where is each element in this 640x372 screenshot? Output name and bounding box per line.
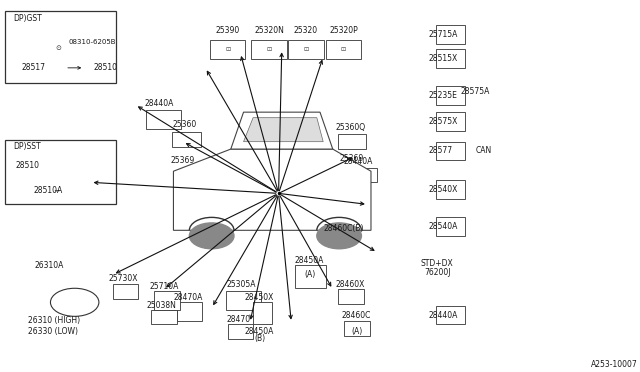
Text: 28460C(B): 28460C(B)	[323, 224, 364, 233]
Text: 08310-6205B: 08310-6205B	[69, 39, 116, 45]
Text: 25369: 25369	[339, 154, 364, 163]
Text: CAN: CAN	[476, 147, 492, 155]
Text: (A): (A)	[304, 270, 316, 279]
FancyBboxPatch shape	[436, 142, 465, 160]
Text: 28440A: 28440A	[144, 99, 173, 109]
FancyBboxPatch shape	[337, 134, 366, 149]
Text: 28440A: 28440A	[428, 311, 458, 320]
FancyBboxPatch shape	[172, 132, 200, 147]
FancyBboxPatch shape	[228, 324, 253, 339]
Text: 28440A: 28440A	[344, 157, 373, 166]
Text: ⊡: ⊡	[225, 47, 230, 52]
Text: 28575A: 28575A	[460, 87, 490, 96]
FancyBboxPatch shape	[339, 289, 364, 304]
Text: 25369: 25369	[170, 155, 195, 165]
Text: ⊡: ⊡	[303, 47, 308, 52]
FancyBboxPatch shape	[436, 25, 465, 44]
FancyBboxPatch shape	[210, 40, 245, 59]
FancyBboxPatch shape	[326, 40, 361, 59]
Circle shape	[189, 223, 234, 249]
FancyBboxPatch shape	[252, 40, 287, 59]
Text: 28577: 28577	[428, 147, 452, 155]
Text: 28470: 28470	[227, 315, 250, 324]
Text: 25320N: 25320N	[254, 26, 284, 35]
FancyBboxPatch shape	[113, 284, 138, 299]
Text: STD+DX: STD+DX	[420, 259, 452, 268]
Text: 25715A: 25715A	[428, 30, 458, 39]
Text: 28460X: 28460X	[335, 280, 365, 289]
FancyBboxPatch shape	[33, 57, 72, 79]
Text: 25235E: 25235E	[428, 91, 457, 100]
FancyBboxPatch shape	[4, 140, 116, 205]
Text: 25320P: 25320P	[329, 26, 358, 35]
Circle shape	[317, 223, 362, 249]
Polygon shape	[244, 118, 323, 142]
FancyBboxPatch shape	[436, 112, 465, 131]
Text: 25730X: 25730X	[108, 274, 138, 283]
Text: 28510A: 28510A	[33, 186, 63, 195]
FancyBboxPatch shape	[154, 291, 180, 310]
Text: 25710A: 25710A	[150, 282, 179, 291]
Text: 28515X: 28515X	[428, 54, 458, 63]
Text: 28540X: 28540X	[428, 185, 458, 194]
FancyBboxPatch shape	[4, 11, 116, 83]
FancyBboxPatch shape	[289, 40, 323, 59]
Text: 76200J: 76200J	[424, 268, 451, 277]
FancyBboxPatch shape	[27, 38, 59, 57]
FancyBboxPatch shape	[436, 49, 465, 68]
Text: 28450X: 28450X	[244, 293, 274, 302]
FancyBboxPatch shape	[294, 265, 326, 288]
Text: ⊙: ⊙	[56, 45, 61, 51]
Text: A253-10007: A253-10007	[591, 360, 637, 369]
Text: 25360Q: 25360Q	[335, 124, 365, 132]
FancyBboxPatch shape	[147, 110, 181, 129]
Text: 28510: 28510	[94, 63, 118, 72]
FancyBboxPatch shape	[436, 180, 465, 199]
Text: 28450A: 28450A	[294, 256, 324, 265]
Text: 26310 (HIGH): 26310 (HIGH)	[28, 316, 80, 325]
FancyBboxPatch shape	[253, 302, 272, 324]
Text: DP)SST: DP)SST	[13, 142, 40, 151]
FancyBboxPatch shape	[436, 217, 465, 236]
Text: 28517: 28517	[22, 63, 46, 72]
Text: 28460C: 28460C	[342, 311, 371, 320]
Text: 25320: 25320	[294, 26, 318, 35]
FancyBboxPatch shape	[436, 86, 465, 105]
Polygon shape	[231, 112, 333, 149]
Text: 25038N: 25038N	[147, 301, 176, 310]
Polygon shape	[173, 149, 371, 230]
Text: 25390: 25390	[216, 26, 240, 35]
FancyBboxPatch shape	[226, 291, 261, 310]
Text: (B): (B)	[254, 334, 265, 343]
FancyBboxPatch shape	[436, 306, 465, 324]
Text: 26330 (LOW): 26330 (LOW)	[28, 327, 78, 336]
Text: (A): (A)	[351, 327, 363, 336]
Text: 25360: 25360	[172, 120, 196, 129]
FancyBboxPatch shape	[344, 321, 370, 336]
Text: ⊡: ⊡	[341, 47, 346, 52]
Text: 28450A: 28450A	[244, 327, 274, 336]
Text: 28510: 28510	[15, 161, 40, 170]
FancyBboxPatch shape	[346, 167, 378, 182]
FancyBboxPatch shape	[30, 157, 62, 175]
Text: 28540A: 28540A	[428, 222, 458, 231]
Text: 26310A: 26310A	[35, 261, 64, 270]
Text: 28470A: 28470A	[173, 293, 203, 302]
FancyBboxPatch shape	[177, 302, 202, 321]
Text: 25305A: 25305A	[226, 280, 256, 289]
Text: 28575X: 28575X	[428, 117, 458, 126]
Text: DP)GST: DP)GST	[13, 14, 42, 23]
FancyBboxPatch shape	[151, 310, 177, 324]
Text: ⊡: ⊡	[266, 47, 271, 52]
